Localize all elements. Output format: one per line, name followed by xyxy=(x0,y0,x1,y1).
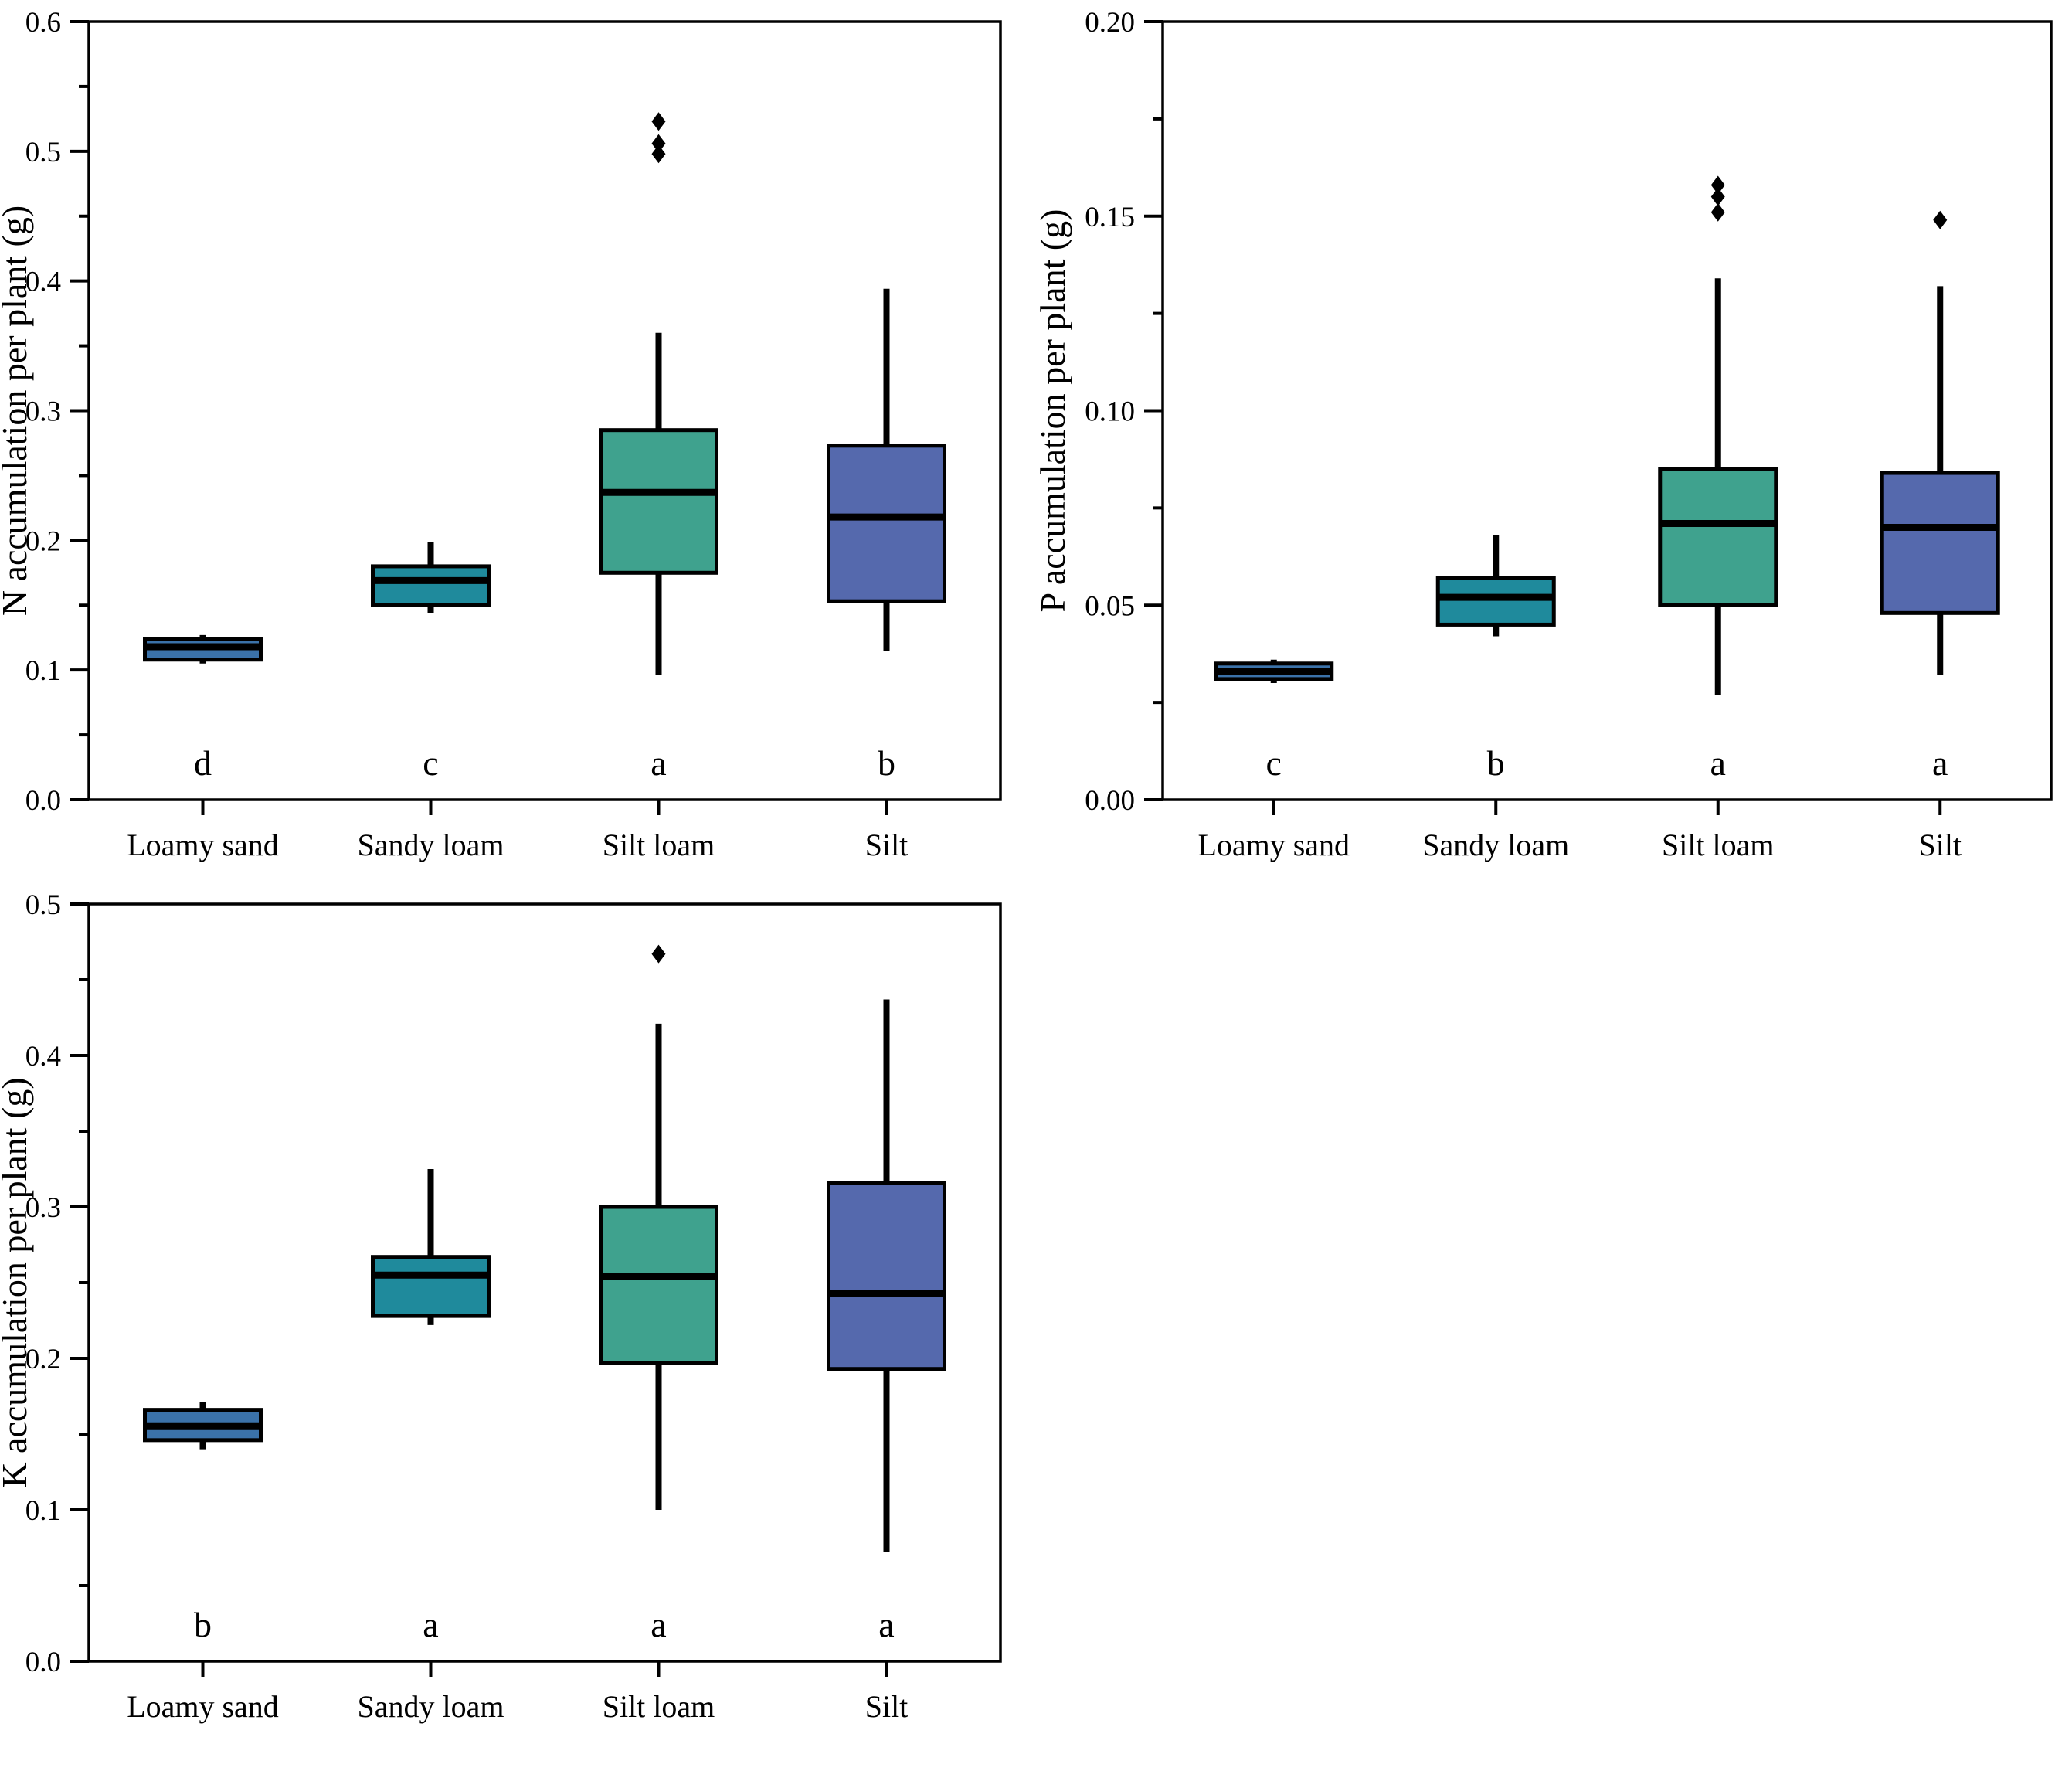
outlier-point xyxy=(1710,175,1725,195)
x-axis-label: Silt loam xyxy=(603,1689,715,1724)
y-axis-tick-label: 0.1 xyxy=(25,1495,61,1527)
box-group-silt-loam xyxy=(599,112,718,675)
y-axis-tick-label: 0.05 xyxy=(1085,590,1135,622)
significance-letter: a xyxy=(1932,743,1948,783)
y-axis-tick-label: 0.10 xyxy=(1085,396,1135,428)
y-axis-tick-label: 0.3 xyxy=(25,396,61,428)
outlier-point xyxy=(651,944,666,964)
box-group-sandy-loam xyxy=(371,542,491,613)
y-axis-tick-label: 0.5 xyxy=(25,889,61,921)
y-axis-tick-label: 0.20 xyxy=(1085,7,1135,39)
significance-letter: a xyxy=(650,1605,666,1644)
significance-letter: c xyxy=(1266,743,1282,783)
box-group-silt xyxy=(827,288,946,651)
y-axis-tick-label: 0.00 xyxy=(1085,785,1135,817)
iqr-box xyxy=(827,444,946,603)
chart-n-accumulation: 0.0 0.1 0.2 0.3 0.4 0.5 0.6 N accumulation per … xyxy=(0,7,1002,862)
x-axis-label: Loamy sand xyxy=(127,1689,279,1724)
x-axis-label: Silt xyxy=(1918,828,1962,862)
y-axis-tick-label: 0.5 xyxy=(25,137,61,168)
y-axis-tick-label: 0.2 xyxy=(25,525,61,557)
box-group-silt xyxy=(1880,210,2000,675)
significance-letter: a xyxy=(1710,743,1726,783)
x-axis-label: Loamy sand xyxy=(127,828,279,862)
y-axis-tick-label: 0.0 xyxy=(25,785,61,817)
y-axis-tick-label: 0.15 xyxy=(1085,202,1135,233)
y-axis-tick-label: 0.3 xyxy=(25,1192,61,1224)
x-axis-label: Silt xyxy=(865,1689,909,1724)
significance-letter: b xyxy=(1487,743,1505,783)
box-group-loamy-sand xyxy=(143,634,263,664)
y-axis-title: N accumulation per plant (g) xyxy=(0,206,34,616)
box-group-silt xyxy=(827,999,946,1552)
plot-frame xyxy=(1161,20,2053,801)
x-axis-label: Silt xyxy=(865,828,909,862)
x-axis-label: Silt loam xyxy=(1662,828,1775,862)
y-axis-title: K accumulation per plant (g) xyxy=(0,1077,34,1487)
outlier-point xyxy=(1933,210,1948,229)
box-group-silt-loam xyxy=(599,944,718,1510)
outlier-point xyxy=(651,134,666,153)
significance-letter: a xyxy=(878,1605,894,1644)
outlier-point xyxy=(1710,187,1725,206)
significance-letter: a xyxy=(650,743,666,783)
plot-frame xyxy=(87,20,1002,801)
x-axis-label: Silt loam xyxy=(603,828,715,862)
chart-k-accumulation: 0.0 0.1 0.2 0.3 0.4 0.5 K accumulation per pla… xyxy=(0,889,1002,1724)
y-axis-tick-label: 0.2 xyxy=(25,1344,61,1375)
box-group-sandy-loam xyxy=(1435,535,1556,637)
significance-letter: b xyxy=(878,743,895,783)
iqr-box xyxy=(599,1205,718,1365)
iqr-box xyxy=(1658,467,1778,607)
y-axis-tick-label: 0.0 xyxy=(25,1647,61,1678)
x-axis-label: Sandy loam xyxy=(1422,828,1569,862)
y-axis-tick-label: 0.4 xyxy=(25,267,61,298)
box-group-silt-loam xyxy=(1658,175,1778,695)
iqr-box xyxy=(371,1255,491,1318)
significance-letter: a xyxy=(423,1605,438,1644)
iqr-box xyxy=(1435,576,1556,627)
y-axis-title: P accumulation per plant (g) xyxy=(1033,209,1072,612)
outlier-point xyxy=(651,144,666,164)
significance-letter: c xyxy=(423,743,438,783)
x-axis-label: Sandy loam xyxy=(358,1689,504,1724)
box-group-loamy-sand xyxy=(143,1402,263,1450)
significance-letter: d xyxy=(194,743,212,783)
y-axis-tick-label: 0.1 xyxy=(25,655,61,687)
y-axis-tick-label: 0.4 xyxy=(25,1041,61,1072)
iqr-box xyxy=(827,1181,946,1371)
box-group-loamy-sand xyxy=(1214,659,1334,683)
iqr-box xyxy=(371,564,491,607)
outlier-point xyxy=(651,112,666,131)
significance-letter: b xyxy=(194,1605,212,1644)
iqr-box xyxy=(599,428,718,575)
x-axis-label: Loamy sand xyxy=(1197,828,1350,862)
chart-p-accumulation: 0.00 0.05 0.10 0.15 0.20 P accumulation per p… xyxy=(1033,7,2053,862)
x-axis-label: Sandy loam xyxy=(358,828,504,862)
box-group-sandy-loam xyxy=(371,1169,491,1325)
iqr-box xyxy=(1880,471,2000,615)
outlier-point xyxy=(1710,202,1725,222)
y-axis-tick-label: 0.6 xyxy=(25,7,61,39)
